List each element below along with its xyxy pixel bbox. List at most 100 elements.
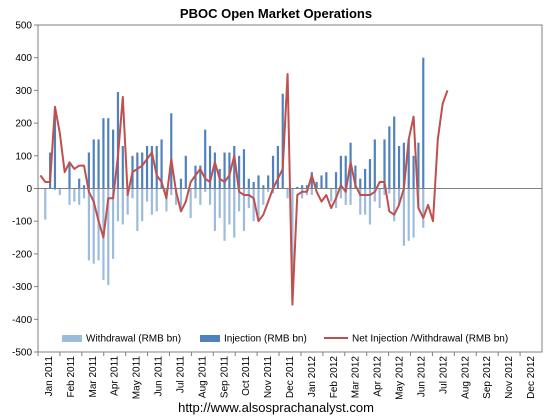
withdrawal-bar [92,188,95,264]
injection-bar [315,181,318,189]
withdrawal-bar [359,188,362,215]
y-tick-label: -200 [12,249,32,260]
injection-bar [388,126,391,189]
withdrawal-bar [82,188,86,199]
withdrawal-bar [238,188,241,212]
injection-bar [208,145,212,189]
injection-bar [257,175,260,189]
withdrawal-bar [247,188,250,209]
withdrawal-bar [204,188,207,192]
x-tick-label: Jul 2011 [175,356,186,394]
injection-bar [102,118,105,189]
injection-bar [242,149,246,189]
withdrawal-bar [58,188,61,196]
injection-bar [68,162,71,189]
withdrawal-bar [330,188,333,202]
withdrawal-bar [373,188,376,202]
withdrawal-bar [291,188,294,300]
withdrawal-bar [310,188,313,196]
injection-bar [121,145,124,189]
legend: Withdrawal (RMB bn) Injection (RMB bn) Net… [62,334,508,345]
withdrawal-bar [112,188,115,259]
injection-bars [49,57,425,189]
withdrawal-bar [87,188,90,261]
x-tick-label: Jan 2012 [307,356,318,398]
injection-bar [359,178,362,189]
injection-bar [267,175,270,189]
y-tick-label: 300 [15,86,32,97]
injection-bar [82,185,86,189]
injection-bar [107,118,110,189]
injection-bar [301,185,304,189]
withdrawal-bar [136,188,139,232]
withdrawal-bar [368,188,372,225]
withdrawal-bar [165,188,168,212]
withdrawal-bar [393,188,396,222]
withdrawal-bar [349,188,352,205]
injection-bar [397,145,401,189]
withdrawal-bar [189,188,192,218]
y-axis-ticks: 500 400 300 200 100 0 -100 -200 -300 -400 -500 [12,21,38,359]
y-tick-label: -300 [12,282,32,293]
withdrawal-bar [364,188,367,215]
withdrawal-bar [199,188,202,205]
chart-title: PBOC Open Market Operations [180,6,372,21]
withdrawal-bar [383,188,386,196]
injection-bar [223,152,226,189]
x-tick-label: Apr 2012 [373,356,384,397]
withdrawal-bar [179,188,183,209]
x-tick-label: Aug 2012 [460,356,471,399]
withdrawal-bar [397,188,401,205]
withdrawal-bar [422,188,425,228]
withdrawal-bar [402,188,405,246]
x-tick-label: May 2012 [395,356,406,400]
withdrawal-bar [141,188,144,222]
withdrawal-bar [257,188,260,222]
withdrawal-bar [194,188,197,199]
y-tick-label: 0 [26,184,32,195]
injection-bar [150,145,153,189]
injection-bar [145,145,149,189]
injection-bar [407,139,410,189]
injection-bar [233,145,236,189]
y-tick-label: -500 [12,348,32,359]
withdrawal-bar [252,188,255,222]
x-tick-label: May 2011 [132,356,143,400]
x-tick-label: Feb 2012 [329,356,340,399]
injection-bar [116,92,120,189]
injection-bar [344,155,347,189]
injection-bar [252,181,255,189]
x-tick-label: Sep 2012 [482,356,493,399]
injection-bar [92,139,95,189]
withdrawal-bar [116,188,120,222]
injection-bar [364,168,367,189]
y-tick-label: -100 [12,217,32,228]
x-tick-label: Nov 2011 [263,356,274,399]
injection-bar [97,139,100,189]
injection-bar [383,139,386,189]
withdrawal-bar [242,188,246,232]
withdrawal-bar [107,188,110,285]
net-line-group [39,73,449,306]
injection-bar [354,165,357,189]
x-tick-label: Nov 2012 [504,356,515,399]
withdrawal-bar [126,188,129,215]
injection-bar [339,155,342,189]
injection-bar [393,116,396,189]
y-tick-label: 500 [15,21,32,32]
injection-bar [53,113,57,189]
withdrawal-bar [213,188,216,232]
withdrawal-bar [407,188,410,241]
injection-bar [141,152,144,189]
withdrawal-bar [121,188,124,225]
injection-bar [112,129,115,189]
withdrawal-bar [208,188,212,205]
injection-bar [170,113,173,189]
withdrawal-bar [218,188,221,218]
injection-bar [179,178,183,189]
withdrawal-bar [68,188,71,205]
withdrawal-bar [412,188,415,238]
injection-bar [373,139,376,189]
